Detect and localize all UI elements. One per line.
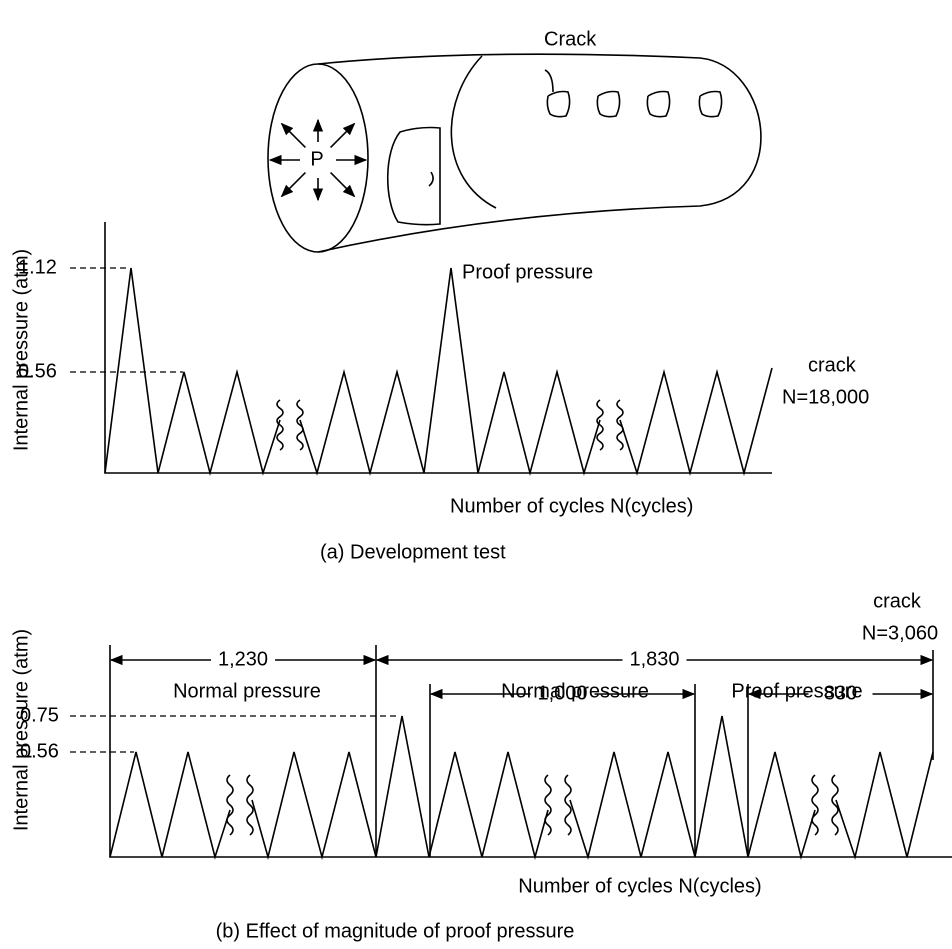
break-mark <box>276 399 284 451</box>
crack-label: crack <box>808 354 857 376</box>
cylinder <box>267 53 762 253</box>
level-lines <box>70 267 183 373</box>
crack <box>646 90 671 118</box>
y-label: 1.12 <box>18 256 57 278</box>
crack-label: crack <box>873 590 922 612</box>
crack <box>698 90 723 118</box>
cycles <box>104 267 281 477</box>
arrow <box>280 172 306 198</box>
arrow <box>280 122 306 148</box>
caption: (a) Development test <box>320 541 506 563</box>
break-mark <box>296 399 304 451</box>
break-mark <box>811 774 819 836</box>
dimensions: 1,230 1,830 1,000 830 <box>109 648 934 704</box>
break-mark <box>544 774 552 836</box>
region-label: Proof pressure <box>731 680 862 702</box>
cycles <box>299 267 601 477</box>
crack-cycles: N=3,060 <box>862 622 938 644</box>
arrow <box>330 172 356 198</box>
region-label: Normal pressure <box>501 680 649 702</box>
axes <box>104 222 772 474</box>
y-label: 0.56 <box>18 360 57 382</box>
x-axis-label: Number of cycles N(cycles) <box>450 495 693 517</box>
break-mark <box>564 774 572 836</box>
annotation: Proof pressure <box>462 261 593 283</box>
cycles <box>109 751 231 860</box>
crack-cycles: N=18,000 <box>782 386 869 408</box>
y-label: 0.56 <box>20 740 59 762</box>
waveform <box>104 267 773 477</box>
pressure-arrows <box>268 118 368 202</box>
region-label: Normal pressure <box>173 680 321 702</box>
level-lines <box>70 715 400 753</box>
dimension-label: 1,000 <box>537 682 587 704</box>
crack <box>546 90 571 118</box>
caption: (b) Effect of magnitude of proof pressur… <box>216 920 575 942</box>
break-mark <box>226 774 234 836</box>
arrow <box>330 122 356 148</box>
cycles <box>619 367 773 477</box>
break-mark <box>616 399 624 451</box>
dimension-label: 830 <box>824 682 857 704</box>
y-label: 0.75 <box>20 704 59 726</box>
break-mark <box>246 774 254 836</box>
break-mark <box>596 399 604 451</box>
axes <box>109 645 952 858</box>
crack-label: Crack <box>544 28 597 50</box>
crack <box>596 90 621 118</box>
pressure-label: P <box>310 148 323 170</box>
cycles <box>251 715 549 861</box>
dimension-label: 1,230 <box>218 648 268 670</box>
waveform <box>109 645 934 861</box>
break-mark <box>831 774 839 836</box>
cycles <box>569 715 816 861</box>
cycles <box>835 751 934 860</box>
dimension-label: 1,830 <box>629 648 679 670</box>
crack-marks <box>546 90 723 118</box>
x-axis-label: Number of cycles N(cycles) <box>518 875 761 897</box>
y-axis-label: Internal pressure (atm) <box>10 629 32 831</box>
y-axis-label: Internal pressure (atm) <box>10 249 32 451</box>
